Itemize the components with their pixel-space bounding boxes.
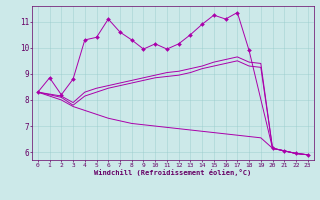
X-axis label: Windchill (Refroidissement éolien,°C): Windchill (Refroidissement éolien,°C) xyxy=(94,169,252,176)
